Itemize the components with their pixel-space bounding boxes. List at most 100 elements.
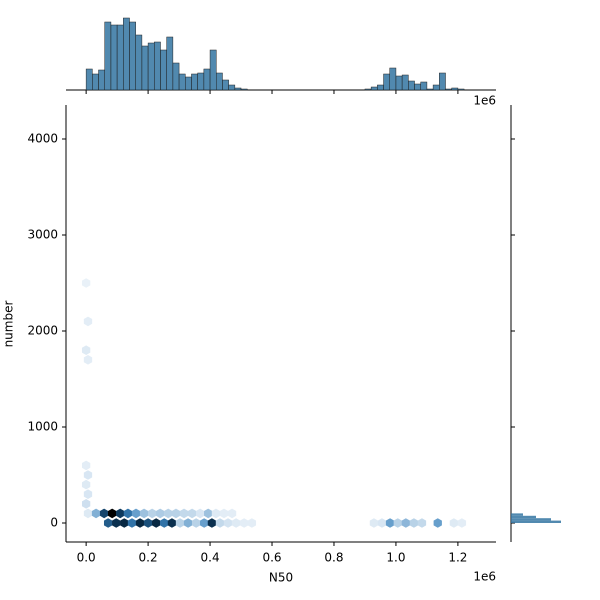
hexbin: [191, 518, 201, 528]
top-hist-bar: [383, 73, 390, 91]
x-tick-label: 0.8: [324, 551, 343, 565]
x-tick-label: 0.0: [77, 551, 96, 565]
hexbin: [449, 518, 459, 528]
hexbin: [183, 518, 193, 528]
hexbin: [103, 518, 113, 528]
hexbin: [227, 508, 237, 519]
top-hist-bar: [420, 81, 428, 91]
hexbin: [457, 518, 467, 528]
top-hist-bar: [234, 87, 242, 91]
top-hist-bar: [85, 68, 93, 91]
hexbin: [239, 518, 249, 528]
top-hist-bar: [203, 68, 211, 91]
top-hist-bar: [408, 80, 415, 91]
hexbin: [83, 354, 93, 365]
top-hist-bar: [135, 34, 143, 91]
hexbin: [164, 508, 173, 519]
top-hist-bar: [451, 87, 459, 91]
hexbin: [195, 508, 205, 519]
y-tick-label: 3000: [27, 227, 58, 241]
top-hist-bar: [432, 84, 440, 91]
right-hist-bar: [511, 515, 536, 519]
y-tick-label: 0: [50, 515, 58, 529]
hexbin: [83, 508, 93, 519]
hexbin: [112, 518, 121, 528]
hexbin: [81, 460, 91, 471]
top-hist-bar: [377, 84, 384, 91]
top-hist-bar: [141, 45, 149, 91]
hexbin: [200, 518, 209, 528]
hexbin: [171, 508, 181, 519]
hexbin: [385, 518, 395, 528]
top-hist-bar: [129, 21, 136, 91]
top-hist-bar: [123, 17, 130, 91]
top-hist-bar: [209, 49, 217, 91]
hexbin: [99, 508, 109, 519]
top-hist-bar: [240, 88, 248, 91]
top-hist-bar: [216, 72, 223, 91]
hexbin: [401, 518, 411, 528]
right-hist-bar: [511, 513, 523, 516]
hexbin: [231, 518, 241, 528]
top-hist-bar: [110, 24, 118, 91]
top-hist-bar: [389, 67, 397, 91]
hexbin: [81, 498, 91, 509]
hexbin: [83, 489, 93, 499]
top-offset-label: 1e6: [473, 94, 496, 108]
hexbin: [219, 508, 229, 519]
hexbin: [433, 518, 442, 528]
hexbin: [247, 518, 257, 528]
top-hist-bar: [457, 88, 465, 91]
hexbin: [147, 508, 157, 519]
hexbin: [127, 518, 137, 528]
hexbin: [135, 518, 145, 528]
hexbin: [81, 479, 91, 490]
hexbin: [143, 518, 153, 528]
hexbin: [187, 508, 197, 519]
hexbin: [91, 508, 101, 519]
hexbin: [409, 518, 419, 528]
top-hist-bar: [228, 84, 236, 91]
top-hist-bar: [104, 21, 112, 91]
top-hist-bar: [191, 73, 198, 91]
x-tick-label: 0.4: [201, 551, 220, 565]
top-hist-bar: [98, 69, 105, 91]
top-hist-bar: [445, 88, 452, 91]
x-tick-label: 0.6: [262, 551, 281, 565]
hexbin: [139, 508, 149, 519]
top-hist-bar: [426, 88, 434, 91]
hexbin: [369, 518, 379, 528]
right-hist-bar: [511, 518, 551, 521]
hexbin: [175, 518, 185, 528]
hexbin: [204, 508, 213, 519]
hexbin: [81, 278, 91, 288]
hexbin: [179, 508, 189, 519]
top-hist-bar: [172, 62, 180, 91]
top-hist-bar: [395, 75, 403, 91]
hexbin: [215, 518, 225, 528]
top-hist-bar: [166, 36, 174, 91]
hexbin: [120, 518, 129, 528]
hexbin: [393, 518, 402, 528]
top-hist-bar: [92, 73, 99, 91]
top-hist-bar: [147, 42, 155, 91]
hexbin: [160, 518, 169, 528]
top-hist-bar: [439, 72, 446, 91]
top-hist-bar: [185, 76, 192, 91]
top-hist-bar: [116, 24, 124, 91]
right-hist-bar: [511, 520, 561, 523]
top-hist-bar: [364, 88, 372, 91]
y-tick-label: 4000: [27, 131, 58, 145]
hexbin: [131, 508, 141, 519]
y-tick-label: 1000: [27, 419, 58, 433]
hexbin: [83, 316, 93, 327]
hexbin: [156, 508, 165, 519]
hexbin: [81, 345, 91, 355]
hexbin: [207, 518, 217, 528]
top-hist-bar: [160, 49, 167, 91]
hexbin: [116, 508, 125, 519]
hexbin: [151, 518, 161, 528]
hexbin: [123, 508, 133, 519]
hexbin: [83, 470, 93, 480]
